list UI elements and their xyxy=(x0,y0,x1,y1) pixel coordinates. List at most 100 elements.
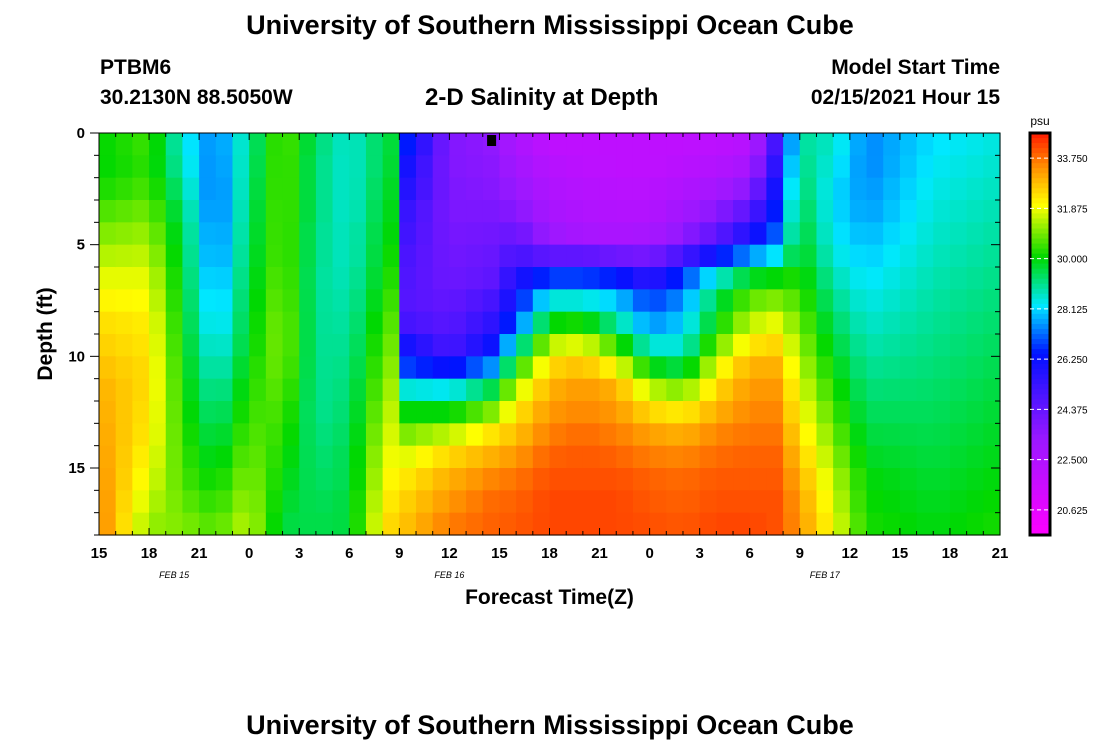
heatmap-cell xyxy=(933,468,951,491)
heatmap-cell xyxy=(499,356,517,380)
heatmap-cell xyxy=(516,356,534,380)
heatmap-cell xyxy=(416,490,434,514)
heatmap-cell xyxy=(365,311,384,335)
heatmap-cell xyxy=(466,356,484,380)
heatmap-cell xyxy=(299,356,317,380)
heatmap-cell xyxy=(449,490,467,514)
heatmap-cell xyxy=(416,155,434,179)
heatmap-cell xyxy=(849,311,868,335)
heatmap-cell xyxy=(516,244,534,268)
heatmap-cell xyxy=(816,356,834,380)
heatmap-cell xyxy=(899,490,918,514)
heatmap-cell xyxy=(482,468,501,491)
heatmap-cell xyxy=(315,177,334,201)
heatmap-cell xyxy=(182,177,200,201)
colorbar-segment xyxy=(1030,404,1050,410)
heatmap-cell xyxy=(966,200,984,223)
heatmap-cell xyxy=(749,468,768,491)
heatmap-cell xyxy=(132,334,150,357)
colorbar-segment xyxy=(1030,218,1050,225)
heatmap-cell xyxy=(816,468,834,491)
heatmap-cell xyxy=(315,423,334,447)
heatmap-cell xyxy=(916,512,934,536)
heatmap-cell xyxy=(933,490,951,514)
heatmap-cell xyxy=(416,200,434,223)
heatmap-cell xyxy=(215,334,234,357)
colorbar-segment xyxy=(1030,313,1050,320)
x-tick-label: 9 xyxy=(796,545,804,562)
heatmap-cell xyxy=(983,468,1001,491)
heatmap-cell xyxy=(499,244,517,268)
heatmap-cell xyxy=(449,334,467,357)
heatmap-cell xyxy=(866,289,884,313)
heatmap-cell xyxy=(582,334,601,357)
heatmap-cell xyxy=(616,200,634,223)
heatmap-cell xyxy=(482,244,501,268)
heatmap-cell xyxy=(449,512,467,536)
heatmap-cell xyxy=(349,155,367,179)
heatmap-cell xyxy=(833,378,851,402)
heatmap-cell xyxy=(399,401,417,424)
heatmap-cell xyxy=(766,289,784,313)
heatmap-cell xyxy=(649,423,667,447)
heatmap-cell xyxy=(349,401,367,424)
heatmap-cell xyxy=(582,155,601,179)
heatmap-cell xyxy=(115,267,133,290)
heatmap-cell xyxy=(115,222,133,246)
heatmap-cell xyxy=(232,200,250,223)
heatmap-cell xyxy=(332,311,350,335)
heatmap-cell xyxy=(949,289,968,313)
heatmap-cell xyxy=(566,378,584,402)
colorbar-tick-label: 26.250 xyxy=(1057,355,1088,366)
colorbar-segment xyxy=(1030,138,1050,144)
heatmap-cell xyxy=(165,244,184,268)
heatmap-cell xyxy=(315,200,334,223)
heatmap-cell xyxy=(282,445,300,469)
heatmap-cell xyxy=(766,468,784,491)
heatmap-cell xyxy=(749,289,768,313)
date-label: FEB 17 xyxy=(810,570,841,580)
heatmap-cell xyxy=(315,356,334,380)
heatmap-cell xyxy=(899,356,918,380)
heatmap-cell xyxy=(249,378,267,402)
heatmap-cell xyxy=(549,244,567,268)
heatmap-cell xyxy=(549,222,567,246)
heatmap-cell xyxy=(682,468,701,491)
heatmap-cell xyxy=(549,200,567,223)
heatmap-cell xyxy=(582,445,601,469)
heatmap-cell xyxy=(115,334,133,357)
heatmap-cell xyxy=(799,177,818,201)
heatmap-cell xyxy=(99,311,117,335)
heatmap-cell xyxy=(516,334,534,357)
heatmap-cell xyxy=(516,133,534,156)
heatmap-cell xyxy=(482,155,501,179)
heatmap-cell xyxy=(799,155,818,179)
heatmap-cell xyxy=(632,468,651,491)
heatmap-cell xyxy=(332,267,350,290)
heatmap-cell xyxy=(799,468,818,491)
heatmap-cell xyxy=(716,490,734,514)
heatmap-cell xyxy=(566,401,584,424)
heatmap-cell xyxy=(733,490,751,514)
heatmap-cell xyxy=(265,378,284,402)
heatmap-cell xyxy=(632,490,651,514)
heatmap-cell xyxy=(582,200,601,223)
colorbar-segment xyxy=(1030,228,1050,235)
x-tick-label: 15 xyxy=(892,545,909,562)
colorbar-segment xyxy=(1030,419,1050,426)
heatmap-cell xyxy=(282,244,300,268)
heatmap-cell xyxy=(733,401,751,424)
heatmap-cell xyxy=(566,490,584,514)
heatmap-cell xyxy=(399,222,417,246)
x-tick-label: 18 xyxy=(942,545,959,562)
x-tick-label: 21 xyxy=(591,545,608,562)
heatmap-cell xyxy=(249,468,267,491)
heatmap-cell xyxy=(516,512,534,536)
heatmap-cell xyxy=(215,311,234,335)
heatmap-cell xyxy=(132,222,150,246)
heatmap-cell xyxy=(532,423,551,447)
x-tick-label: 12 xyxy=(841,545,858,562)
heatmap-cell xyxy=(466,490,484,514)
colorbar-segment xyxy=(1030,384,1050,390)
heatmap-cell xyxy=(215,177,234,201)
